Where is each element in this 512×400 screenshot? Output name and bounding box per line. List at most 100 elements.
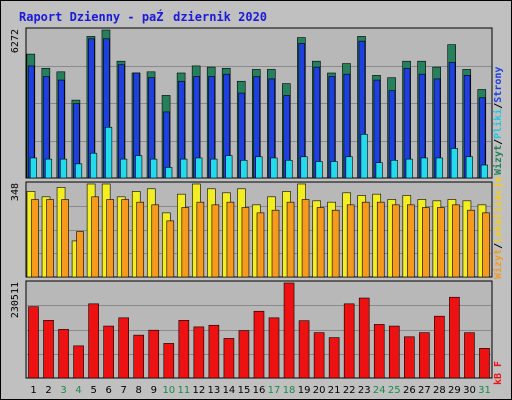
bar-kb-21 — [328, 337, 340, 379]
bar-pliki-23 — [360, 134, 368, 179]
x-tick-31: 31 — [478, 385, 491, 396]
bar-kb-20 — [313, 332, 325, 379]
ymax-label-top: 6272 — [10, 29, 21, 53]
x-tick-20: 20 — [313, 385, 326, 396]
x-tick-3: 3 — [60, 385, 66, 396]
legend-part-2-3: Lokalizacje — [493, 176, 504, 243]
bar-wizyty-16 — [256, 212, 265, 278]
bar-wizyty-14 — [226, 201, 235, 278]
legend-part-1-2: / — [493, 138, 504, 145]
legend-panel-bottom: kB F — [493, 285, 511, 385]
bar-pliki-3 — [59, 158, 68, 179]
bar-kb-4 — [73, 345, 84, 379]
bar-kb-31 — [479, 348, 490, 379]
x-tick-1: 1 — [30, 385, 36, 396]
bar-kb-2 — [43, 320, 54, 379]
bar-kb-29 — [449, 296, 460, 379]
legend-part-1-1: Wizyt — [493, 144, 504, 175]
bar-wizyty-21 — [331, 209, 340, 278]
x-tick-14: 14 — [223, 385, 236, 396]
bar-kb-23 — [358, 297, 370, 379]
legend-part-1-3: Pliki — [493, 108, 504, 139]
bar-pliki-29 — [450, 148, 458, 179]
ymax-label-middle: 348 — [10, 183, 21, 201]
bar-wizyty-18 — [286, 201, 295, 278]
bar-wizyty-8 — [136, 201, 145, 278]
x-tick-26: 26 — [403, 385, 416, 396]
legend-part-2-1: Wizyt — [493, 248, 504, 279]
bar-wizyty-24 — [376, 201, 385, 278]
bar-wizyty-31 — [482, 212, 490, 278]
x-tick-30: 30 — [463, 385, 476, 396]
bar-pliki-5 — [90, 152, 98, 179]
x-tick-21: 21 — [328, 385, 341, 396]
x-tick-17: 17 — [268, 385, 281, 396]
bar-pliki-4 — [74, 163, 83, 179]
x-tick-29: 29 — [448, 385, 461, 396]
bar-pliki-14 — [225, 155, 233, 179]
x-tick-6: 6 — [105, 385, 111, 396]
bar-pliki-7 — [120, 158, 128, 179]
bar-wizyty-5 — [91, 196, 99, 278]
x-tick-13: 13 — [208, 385, 221, 396]
bar-pliki-20 — [315, 161, 323, 179]
x-tick-8: 8 — [136, 385, 142, 396]
bar-kb-30 — [464, 332, 475, 379]
bar-pliki-16 — [255, 156, 263, 179]
x-tick-4: 4 — [75, 385, 81, 396]
x-tick-11: 11 — [177, 385, 190, 396]
bar-kb-3 — [58, 329, 69, 379]
bar-wizyty-23 — [361, 201, 370, 278]
x-tick-18: 18 — [283, 385, 296, 396]
bar-wizyty-11 — [181, 207, 190, 278]
bar-pliki-9 — [150, 158, 158, 179]
x-tick-15: 15 — [238, 385, 251, 396]
x-tick-19: 19 — [298, 385, 311, 396]
bar-wizyty-9 — [151, 204, 160, 278]
bar-wizyty-6 — [106, 199, 114, 278]
bar-pliki-19 — [300, 156, 308, 179]
bar-pliki-6 — [105, 126, 113, 179]
bar-wizyty-28 — [437, 207, 445, 278]
bar-kb-16 — [253, 310, 265, 379]
ymax-label-bottom: 230511 — [10, 282, 21, 318]
legend-part-3-1: kB F — [493, 360, 504, 385]
bar-pliki-22 — [345, 156, 353, 179]
bar-wizyty-29 — [452, 204, 460, 278]
bar-pliki-18 — [285, 160, 293, 179]
x-tick-12: 12 — [193, 385, 206, 396]
x-tick-10: 10 — [162, 385, 175, 396]
x-tick-9: 9 — [151, 385, 157, 396]
x-tick-28: 28 — [433, 385, 446, 396]
bar-pliki-24 — [375, 162, 383, 179]
bar-kb-26 — [404, 336, 415, 379]
bar-pliki-11 — [180, 158, 188, 179]
legend-panel-top: Wizyt/Pliki/Strony — [493, 23, 511, 175]
x-tick-25: 25 — [388, 385, 401, 396]
bar-wizyty-26 — [407, 204, 415, 278]
bar-wizyty-30 — [467, 209, 475, 278]
bar-wizyty-1 — [31, 199, 39, 278]
bar-wizyty-12 — [196, 201, 205, 278]
bar-kb-27 — [419, 332, 430, 379]
bar-pliki-26 — [405, 158, 413, 179]
bar-wizyty-22 — [346, 204, 355, 278]
bar-pliki-27 — [420, 157, 428, 179]
bar-wizyty-10 — [166, 220, 175, 278]
bar-kb-10 — [163, 343, 175, 379]
bar-kb-11 — [178, 320, 190, 379]
bar-kb-17 — [268, 317, 280, 379]
bar-kb-25 — [388, 325, 400, 379]
x-tick-2: 2 — [45, 385, 51, 396]
legend-part-2-2: / — [493, 242, 504, 249]
legend-panel-middle: Wizyt/Lokalizacje — [493, 177, 511, 279]
bar-kb-6 — [103, 325, 114, 379]
bar-kb-22 — [343, 303, 355, 379]
bar-wizyty-19 — [301, 199, 310, 278]
legend-part-1-5: Strony — [493, 66, 504, 103]
bar-pliki-25 — [390, 160, 398, 179]
bar-wizyty-3 — [61, 199, 69, 278]
x-tick-27: 27 — [418, 385, 431, 396]
bar-pliki-8 — [135, 155, 143, 179]
